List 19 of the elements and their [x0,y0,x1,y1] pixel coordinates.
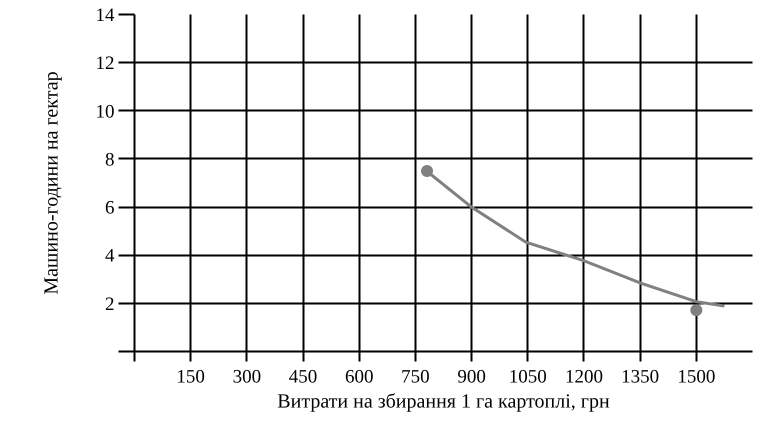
y-tick-label: 2 [105,294,114,315]
x-tick-label: 1350 [621,366,660,388]
x-tick-label: 900 [457,366,486,388]
x-tick-label: 1050 [508,366,547,388]
y-tick-label: 8 [105,149,114,170]
y-tick-label: 4 [105,246,115,267]
x-tick-label: 300 [232,366,262,388]
y-tick-label: 14 [96,5,115,26]
x-tick-label: 150 [176,366,205,388]
x-axis-title: Витрати на збирання 1 га картоплі, грн [277,390,610,412]
x-tick-label: 600 [344,366,374,388]
y-tick-label: 10 [96,101,114,122]
x-tick-label: 450 [288,366,318,388]
x-tick-label: 1200 [564,366,603,388]
y-axis-title: Машино-години на гектар [40,71,62,295]
x-tick-label: 750 [401,366,430,388]
y-tick-label: 6 [105,198,114,219]
y-tick-label: 12 [96,53,114,74]
x-tick-label: 1500 [677,366,716,388]
